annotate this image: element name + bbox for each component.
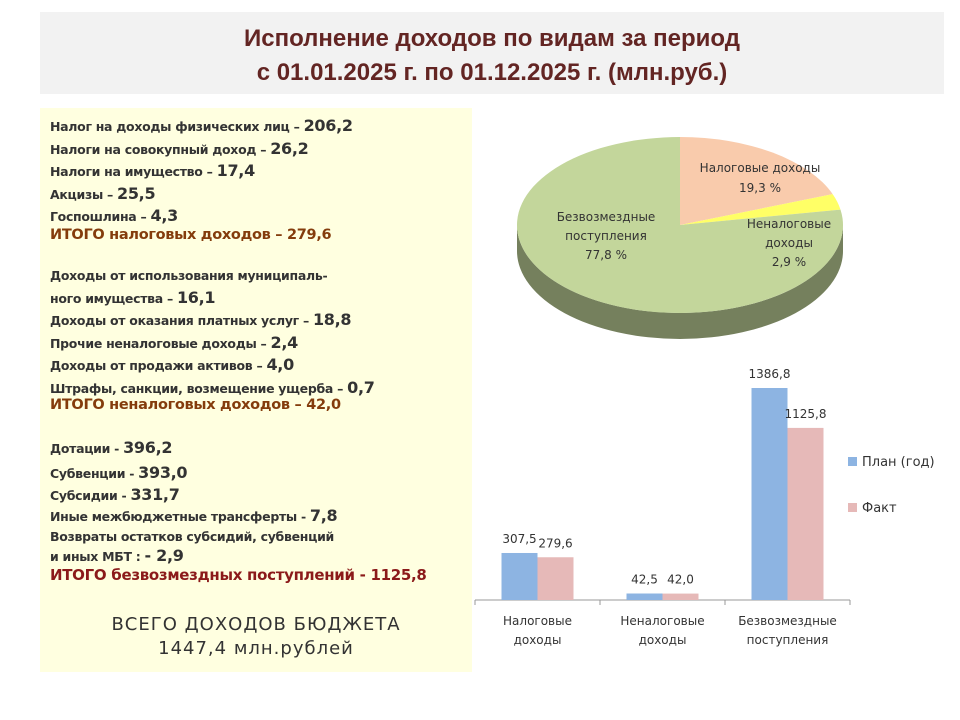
pie-label: Налоговые доходы — [700, 161, 821, 175]
income-line: Акцизы – 25,5 — [50, 183, 156, 203]
slide-title: Исполнение доходов по видам за период с … — [40, 12, 944, 94]
line-value: 16,1 — [176, 287, 216, 307]
title-line-2: с 01.01.2025 г. по 01.12.2025 г. (млн.ру… — [256, 59, 728, 86]
line-label: Налоги на совокупный доход – — [50, 141, 271, 157]
pie-label: поступления — [565, 229, 647, 243]
pie-pct: 19,3 % — [739, 181, 781, 195]
line-label: Дотации - — [50, 441, 124, 456]
pie-pct: 77,8 % — [585, 248, 627, 262]
line-value: 393,0 — [138, 463, 188, 482]
line-value: 25,5 — [117, 183, 156, 203]
line-label: Госпошлина – — [50, 209, 151, 224]
income-line: Доходы от продажи активов – 4,0 — [50, 355, 294, 374]
x-tick-label: Неналоговые — [620, 614, 704, 628]
income-line: Налоги на совокупный доход – 26,2 — [50, 138, 309, 158]
income-line: Налоги на имущество – 17,4 — [50, 161, 255, 180]
bar-data-label: 307,5 — [502, 532, 536, 546]
pie-label: Неналоговые — [747, 217, 831, 231]
line-label: Субвенции - — [50, 466, 139, 481]
bar — [626, 593, 663, 600]
bar — [501, 552, 538, 600]
legend-swatch — [848, 503, 857, 512]
income-line: Налог на доходы физических лиц – 206,2 — [50, 116, 353, 135]
line-value: 26,2 — [270, 138, 309, 158]
bar-data-label: 279,6 — [538, 536, 572, 550]
grand-total: ВСЕГО ДОХОДОВ БЮДЖЕТА 1447,4 млн.рублей — [40, 613, 472, 661]
line-value: 206,2 — [303, 116, 353, 135]
bar-data-label: 1125,8 — [785, 407, 827, 421]
pie-slice — [680, 137, 833, 225]
line-label: Доходы от оказания платных услуг – — [50, 313, 313, 328]
line-label: Прочие неналоговые доходы – — [50, 335, 271, 351]
x-tick-label: доходы — [639, 633, 687, 647]
line-value: 4,0 — [266, 355, 294, 374]
line-label: Доходы от продажи активов – — [50, 358, 267, 373]
income-line: и иных МБТ : - 2,9 — [50, 546, 184, 565]
line-label: Акцизы – — [50, 186, 118, 202]
income-line: Доходы от оказания платных услуг – 18,8 — [50, 310, 352, 329]
income-line: ИТОГО налоговых доходов – 279,6 — [50, 227, 332, 243]
line-value: 396,2 — [123, 438, 173, 457]
pie-label: доходы — [765, 236, 813, 250]
title-line-1: Исполнение доходов по видам за период — [243, 25, 741, 52]
income-line: Субвенции - 393,0 — [50, 463, 188, 482]
pie-label: Безвозмездные — [557, 210, 656, 224]
income-line: Прочие неналоговые доходы – 2,4 — [50, 333, 298, 352]
legend-swatch — [848, 457, 857, 466]
line-label: и иных МБТ : — [50, 549, 145, 564]
legend-entry: План (год) — [862, 455, 935, 470]
line-label: Иные межбюджетные трансферты - — [50, 509, 310, 524]
income-line: Доходы от использования муниципаль- — [50, 265, 328, 284]
pie-pct: 2,9 % — [772, 255, 806, 269]
income-line: Штрафы, санкции, возмещение ущерба – 0,7 — [50, 378, 375, 397]
line-label: Налог на доходы физических лиц – — [50, 119, 304, 134]
grand-total-label: ВСЕГО ДОХОДОВ БЮДЖЕТА — [111, 614, 401, 635]
income-line: ИТОГО безвозмездных поступлений - 1125,8 — [50, 566, 427, 584]
bar-data-label: 42,5 — [631, 573, 658, 587]
bar — [751, 388, 788, 600]
income-line: ИТОГО неналоговых доходов – 42,0 — [50, 397, 341, 413]
line-value: 2,4 — [270, 332, 299, 352]
x-tick-label: поступления — [747, 633, 829, 647]
line-label: Возвраты остатков субсидий, субвенций — [50, 529, 334, 544]
legend-entry: Факт — [862, 501, 897, 516]
line-value: 331,7 — [130, 485, 180, 504]
line-value: 0,7 — [347, 377, 375, 397]
x-tick-label: Налоговые — [503, 614, 572, 628]
grand-total-value: 1447,4 млн.рублей — [158, 638, 354, 659]
income-line: Субсидии - 331,7 — [50, 485, 180, 504]
income-line: Госпошлина – 4,3 — [50, 206, 178, 225]
line-value: - 2,9 — [144, 546, 184, 565]
line-label: Субсидии - — [50, 488, 131, 503]
line-value: 4,3 — [150, 206, 179, 225]
x-tick-label: Безвозмездные — [738, 614, 837, 628]
pie-side — [517, 225, 843, 339]
pie-slice — [680, 194, 841, 225]
x-tick-label: доходы — [514, 633, 562, 647]
bar-data-label: 1386,8 — [749, 367, 791, 381]
income-breakdown-panel: Налог на доходы физических лиц – 206,2 На… — [40, 108, 472, 672]
pie-slice — [517, 137, 843, 314]
line-label: Доходы от использования муниципаль- — [50, 268, 328, 283]
line-label: Налоги на имущество – — [50, 164, 217, 179]
income-line: Дотации - 396,2 — [50, 438, 173, 457]
income-line: Возвраты остатков субсидий, субвенций — [50, 526, 334, 545]
bar — [537, 557, 574, 600]
line-value: 7,8 — [309, 506, 338, 525]
bar-data-label: 42,0 — [667, 573, 694, 587]
bar — [787, 427, 824, 600]
line-label: ного имущества – — [50, 290, 177, 306]
bar — [662, 593, 699, 600]
line-label: Штрафы, санкции, возмещение ущерба – — [50, 380, 348, 396]
income-line: ного имущества – 16,1 — [50, 287, 216, 307]
line-value: 17,4 — [216, 161, 256, 180]
income-line: Иные межбюджетные трансферты - 7,8 — [50, 506, 338, 525]
line-value: 18,8 — [312, 310, 352, 329]
